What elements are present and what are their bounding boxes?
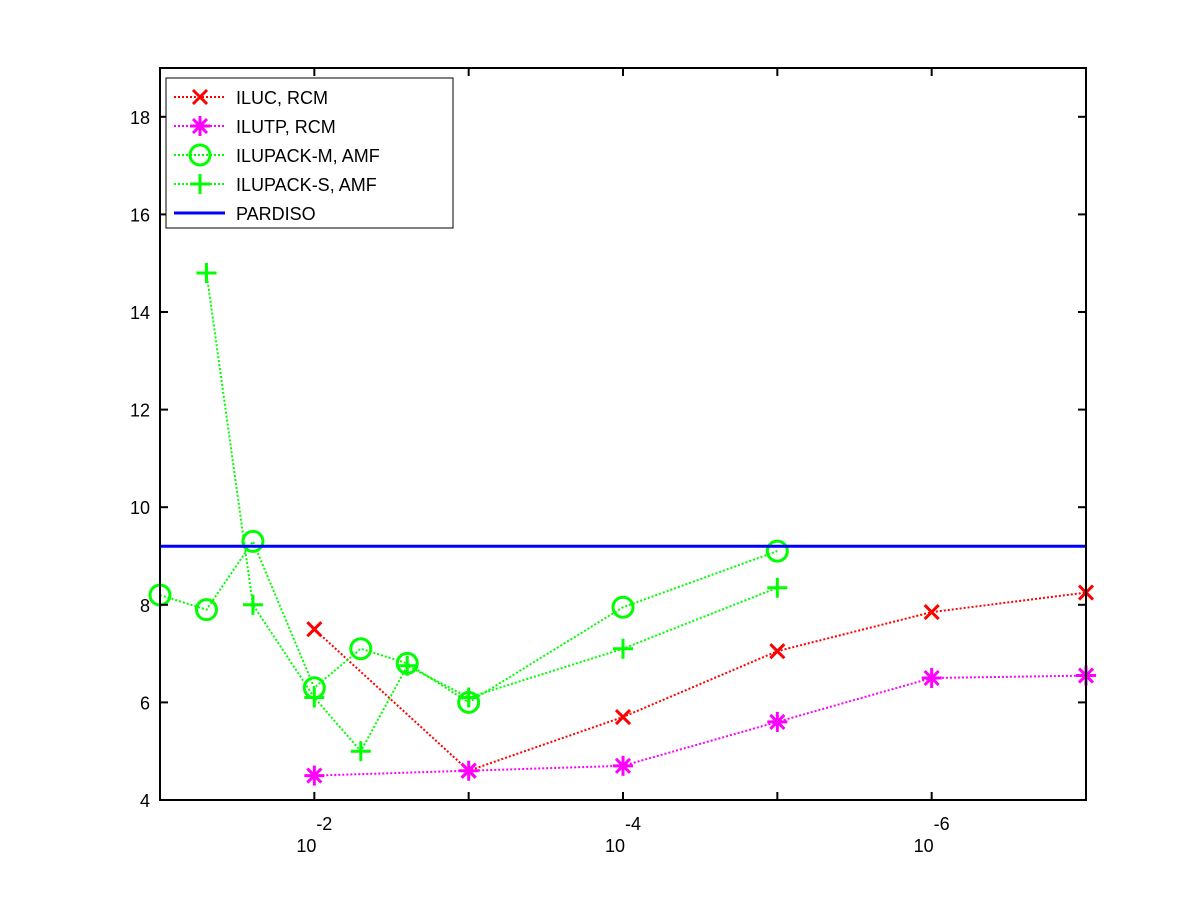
data-point — [306, 621, 323, 638]
legend-box — [165, 77, 454, 229]
marker-stroke — [306, 767, 323, 784]
legend-label: ILUC, RCM — [236, 88, 328, 108]
data-point — [242, 594, 263, 615]
y-tick-label: 12 — [130, 401, 150, 421]
data-point — [304, 765, 325, 786]
legend-marker — [188, 143, 212, 167]
legend-marker — [190, 116, 210, 136]
data-point — [241, 529, 265, 553]
series-line-2 — [159, 539, 778, 704]
x-tick-base: 10 — [296, 836, 316, 856]
y-tick-label: 6 — [140, 693, 150, 713]
marker-stroke — [191, 117, 209, 135]
series-3 — [196, 262, 788, 762]
data-point — [458, 687, 479, 708]
x-tick-exponent: -6 — [934, 814, 950, 834]
marker-stroke — [769, 713, 786, 730]
y-tick-label: 14 — [130, 303, 150, 323]
x-tick-exponent: -4 — [625, 814, 641, 834]
legend-label: ILUPACK-S, AMF — [236, 175, 377, 195]
data-point — [611, 595, 635, 619]
marker-stroke — [191, 88, 209, 106]
legend-marker — [190, 174, 210, 194]
series-line-0 — [313, 591, 1087, 772]
data-point — [613, 755, 633, 776]
data-point — [304, 687, 325, 708]
data-point — [614, 708, 632, 726]
marker-stroke — [306, 621, 323, 638]
y-tick-label: 4 — [140, 791, 150, 811]
marker-stroke — [923, 669, 940, 687]
data-point — [458, 760, 479, 781]
marker-stroke — [614, 757, 632, 774]
data-point — [397, 655, 418, 676]
series-line-3 — [205, 272, 778, 753]
series-layer — [148, 262, 1096, 786]
data-point — [765, 539, 789, 563]
data-point — [767, 711, 788, 732]
data-point — [613, 638, 633, 659]
marker-stroke — [769, 643, 786, 660]
marker-stroke — [923, 604, 940, 621]
data-point — [769, 643, 786, 660]
legend-label: PARDISO — [236, 204, 316, 224]
y-tick-label: 18 — [130, 108, 150, 128]
legend-label: ILUTP, RCM — [236, 117, 336, 137]
legend-item-1: ILUTP, RCM — [174, 116, 336, 137]
data-point — [923, 604, 940, 621]
y-tick-label: 16 — [130, 205, 150, 225]
series-line-1 — [314, 674, 1087, 777]
legend-item-2: ILUPACK-M, AMF — [174, 143, 380, 167]
marker-stroke — [460, 762, 477, 779]
legend-item-0: ILUC, RCM — [174, 88, 328, 108]
legend-item-3: ILUPACK-S, AMF — [174, 174, 377, 195]
data-point — [767, 577, 788, 598]
legend-label: ILUPACK-M, AMF — [236, 146, 380, 166]
data-point — [350, 741, 371, 762]
y-tick-label: 10 — [130, 498, 150, 518]
marker-stroke — [614, 708, 632, 726]
y-tick-label: 8 — [140, 596, 150, 616]
legend: ILUC, RCM ILUTP, RCM ILUPACK-M, AMF ILUPACK… — [165, 77, 454, 229]
data-point — [194, 598, 218, 622]
legend-marker — [191, 88, 209, 106]
x-tick-base: 10 — [914, 836, 934, 856]
data-point — [196, 262, 217, 283]
legend-item-4: PARDISO — [174, 204, 316, 224]
data-point — [349, 637, 373, 661]
series-1 — [304, 665, 1096, 786]
series-0 — [306, 584, 1095, 779]
x-tick-exponent: -2 — [316, 814, 332, 834]
data-point — [921, 668, 942, 688]
x-tick-base: 10 — [605, 836, 625, 856]
